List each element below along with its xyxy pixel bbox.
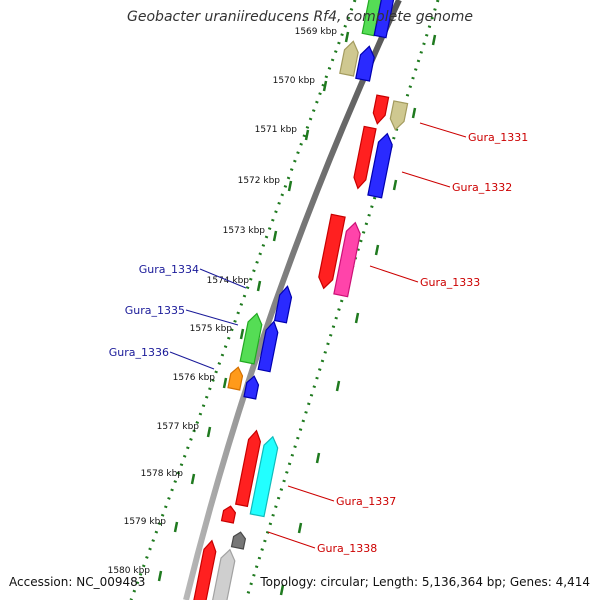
kbp-label: 1573 kbp xyxy=(223,226,266,236)
major-tick xyxy=(322,80,328,92)
gene-feature-red xyxy=(318,213,346,290)
gene-feature-khaki xyxy=(339,40,359,77)
gene-label-gura-1337: Gura_1337 xyxy=(336,495,396,508)
gene-label-leader xyxy=(169,351,215,370)
major-tick xyxy=(354,312,360,324)
gene-feature-blue xyxy=(373,0,395,39)
accession-text: Accession: NC_009483 xyxy=(9,575,146,589)
kbp-label: 1576 kbp xyxy=(173,373,216,383)
gene-label-gura-1335: Gura_1335 xyxy=(125,304,185,317)
gene-label-leader xyxy=(287,485,335,502)
major-tick xyxy=(297,522,303,534)
kbp-label: 1572 kbp xyxy=(238,176,281,186)
gene-feature-red xyxy=(372,94,390,125)
kbp-label: 1570 kbp xyxy=(273,76,316,86)
gene-label-leader xyxy=(419,122,467,138)
gene-label-leader xyxy=(185,309,239,326)
major-tick xyxy=(304,129,310,141)
gene-feature-blue xyxy=(355,45,375,82)
major-tick xyxy=(411,107,417,119)
kbp-label: 1569 kbp xyxy=(295,27,338,37)
major-tick xyxy=(272,230,278,242)
tick-layer xyxy=(129,0,440,600)
major-tick xyxy=(222,377,228,389)
outer-dotted-track xyxy=(129,0,357,600)
major-tick xyxy=(392,179,398,191)
gene-feature-gray xyxy=(230,531,247,550)
gene-feature-silver xyxy=(212,548,236,600)
gene-label-leader xyxy=(369,265,419,283)
major-tick xyxy=(256,280,262,292)
gene-feature-red xyxy=(220,505,237,524)
gene-feature-blue xyxy=(243,375,260,400)
major-tick xyxy=(335,380,341,392)
gene-label-leader xyxy=(401,171,451,188)
gene-feature-orange xyxy=(227,366,244,391)
major-tick xyxy=(315,452,321,464)
gene-feature-khaki xyxy=(389,100,409,131)
gene-label-gura-1336: Gura_1336 xyxy=(109,346,169,359)
major-tick xyxy=(431,34,437,46)
major-tick xyxy=(287,180,293,192)
gene-feature-red xyxy=(234,429,262,508)
gene-label-gura-1338: Gura_1338 xyxy=(317,542,377,555)
gene-label-leader xyxy=(267,531,316,549)
gene-feature-cyan xyxy=(249,435,279,518)
major-tick xyxy=(239,328,245,340)
gene-label-gura-1331: Gura_1331 xyxy=(468,131,528,144)
gene-label-leader xyxy=(199,268,247,289)
gene-feature-blue xyxy=(273,285,293,324)
major-tick xyxy=(206,426,212,438)
gene-label-gura-1333: Gura_1333 xyxy=(420,276,480,289)
major-tick xyxy=(279,584,285,596)
gene-feature-red xyxy=(353,125,377,190)
kbp-label: 1578 kbp xyxy=(141,469,184,479)
kbp-label: 1580 kbp xyxy=(108,566,151,576)
gene-feature-green xyxy=(361,0,382,37)
gene-feature-blue xyxy=(257,320,279,373)
gene-feature-green xyxy=(239,312,263,365)
genome-summary-text: Topology: circular; Length: 5,136,364 bp… xyxy=(260,575,590,589)
gene-label-gura-1334: Gura_1334 xyxy=(139,263,199,276)
major-tick xyxy=(190,473,196,485)
kbp-label: 1575 kbp xyxy=(190,324,233,334)
kbp-label: 1579 kbp xyxy=(124,517,167,527)
kbp-label-layer: 1569 kbp 1570 kbp 1571 kbp 1572 kbp 1573 kbp… xyxy=(108,27,338,576)
kbp-label: 1577 kbp xyxy=(157,422,200,432)
gene-feature-red xyxy=(193,539,217,600)
kbp-label: 1571 kbp xyxy=(255,125,298,135)
major-tick xyxy=(173,521,179,533)
genome-backbone xyxy=(183,0,402,600)
gene-feature-magenta xyxy=(333,221,361,298)
gene-label-gura-1332: Gura_1332 xyxy=(452,181,512,194)
gene-label-layer: Gura_1331 Gura_1332 Gura_1333 Gura_1337 Gura… xyxy=(109,122,528,555)
map-title: Geobacter uraniireducens Rf4, complete g… xyxy=(127,9,473,25)
gene-feature-blue xyxy=(367,132,393,199)
major-tick xyxy=(157,570,163,582)
major-tick xyxy=(344,31,350,43)
major-tick xyxy=(374,244,380,256)
feature-layer xyxy=(193,0,409,600)
